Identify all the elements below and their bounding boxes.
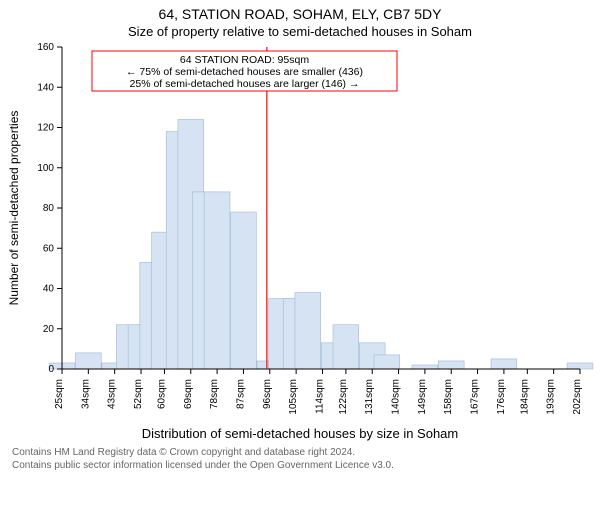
- x-tick-label: 34sqm: [80, 379, 91, 409]
- x-tick-label: 25sqm: [54, 379, 65, 409]
- x-tick-label: 167sqm: [470, 379, 481, 415]
- y-tick-label: 20: [43, 324, 55, 335]
- y-axis-label: Number of semi-detached properties: [7, 111, 21, 306]
- x-tick-label: 87sqm: [235, 379, 246, 409]
- y-tick-label: 0: [48, 364, 54, 375]
- histogram-bar: [438, 361, 464, 369]
- y-tick-label: 80: [43, 203, 55, 214]
- chart-title-sub: Size of property relative to semi-detach…: [0, 24, 600, 39]
- x-tick-label: 193sqm: [546, 379, 557, 415]
- y-tick-label: 160: [37, 42, 54, 53]
- histogram-bar: [491, 359, 517, 369]
- histogram-chart: 0 20 40 60 80 100 120 140 160 Number of semi-deta…: [0, 39, 600, 424]
- chart-container: 0 20 40 60 80 100 120 140 160 Number of semi-deta…: [0, 39, 600, 424]
- histogram-bar: [412, 365, 438, 369]
- histogram-bar: [204, 192, 230, 369]
- footer-line-2: Contains public sector information licen…: [12, 460, 588, 473]
- annotation-line-2: ← 75% of semi-detached houses are smalle…: [126, 66, 363, 78]
- y-tick-label: 120: [37, 123, 54, 134]
- y-tick-label: 140: [37, 82, 54, 93]
- x-tick-label: 78sqm: [209, 379, 220, 409]
- histogram-bar: [333, 325, 359, 369]
- x-axis-label: Distribution of semi-detached houses by …: [0, 426, 600, 441]
- x-tick-label: 202sqm: [572, 379, 583, 415]
- histogram-bar: [567, 363, 593, 369]
- y-tick-label: 40: [43, 284, 55, 295]
- footer-line-1: Contains HM Land Registry data © Crown c…: [12, 447, 588, 460]
- y-tick-label: 100: [37, 163, 54, 174]
- x-tick-label: 114sqm: [314, 379, 325, 414]
- histogram-bar: [231, 212, 257, 369]
- histogram-bar: [374, 355, 400, 369]
- x-tick-label: 69sqm: [183, 379, 194, 409]
- x-tick-label: 43sqm: [107, 379, 118, 409]
- x-tick-label: 149sqm: [417, 379, 428, 415]
- y-tick-label: 60: [43, 243, 55, 254]
- x-tick-label: 158sqm: [443, 379, 454, 415]
- x-tick-label: 96sqm: [262, 379, 273, 409]
- x-tick-label: 131sqm: [364, 379, 375, 415]
- chart-title-main: 64, STATION ROAD, SOHAM, ELY, CB7 5DY: [0, 6, 600, 22]
- annotation-line-1: 64 STATION ROAD: 95sqm: [180, 54, 309, 66]
- x-tick-label: 52sqm: [133, 379, 144, 409]
- x-tick-label: 122sqm: [338, 379, 349, 415]
- x-tick-label: 140sqm: [391, 379, 402, 415]
- footer-attribution: Contains HM Land Registry data © Crown c…: [0, 441, 600, 472]
- x-tick-label: 176sqm: [496, 379, 507, 415]
- annotation-line-3: 25% of semi-detached houses are larger (…: [130, 78, 360, 90]
- histogram-bar: [295, 293, 321, 369]
- x-tick-label: 184sqm: [519, 379, 530, 415]
- x-tick-label: 105sqm: [288, 379, 299, 415]
- histogram-bar: [75, 353, 101, 369]
- x-tick-label: 60sqm: [156, 379, 167, 409]
